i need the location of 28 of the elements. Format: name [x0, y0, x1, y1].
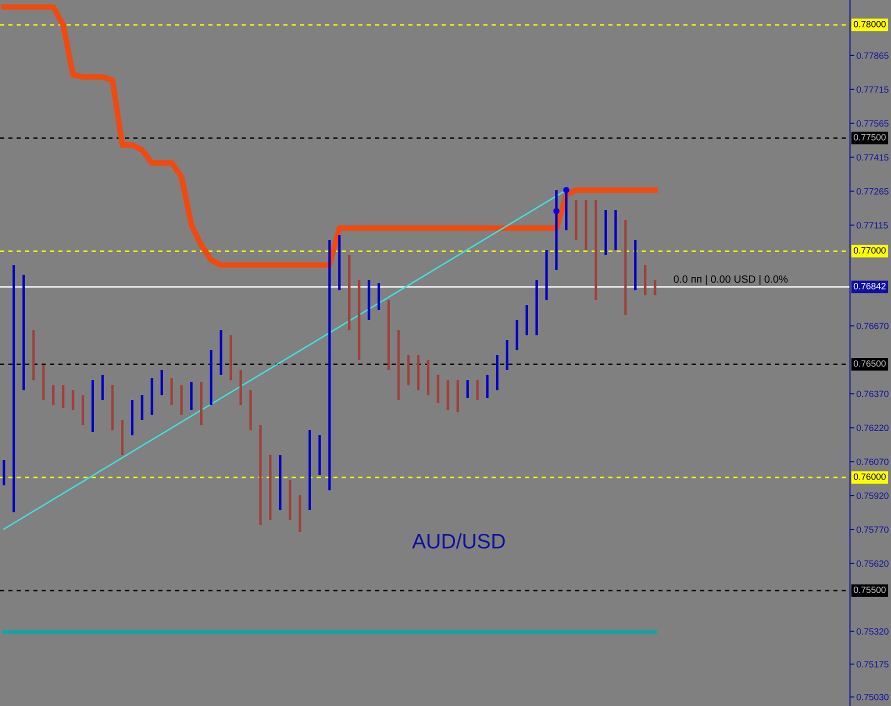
y-tick-label: 0.77115 — [856, 222, 888, 229]
y-tick-label: 0.77415 — [856, 154, 889, 161]
y-tick-label: 0.77265 — [856, 188, 889, 195]
y-tick-label: 0.75030 — [856, 694, 889, 700]
annotation: AUD/USD — [412, 533, 505, 549]
y-tick-label: 0.75920 — [856, 492, 889, 499]
y-tick-label: 0.76670 — [856, 322, 889, 330]
ref-line-label: 0.75500 — [854, 586, 886, 594]
y-tick-label: 0.75175 — [856, 661, 889, 668]
y-tick-label: 0.76070 — [856, 458, 889, 465]
text: 0.0 пп | 0.00 USD | 0.0% — [674, 275, 788, 285]
candlestick — [654, 279, 656, 296]
ref-line-label: 0.76500 — [854, 360, 886, 367]
ref-line-label: 0.76842 — [854, 282, 886, 290]
ref-line-label: 0.78000 — [854, 20, 886, 28]
y-tick-label: 0.76220 — [856, 424, 889, 432]
y-tick-label: 0.77565 — [856, 120, 889, 127]
candlestick — [466, 379, 469, 399]
y-tick-label: 0.75320 — [856, 628, 889, 635]
y-tick-label: 0.75620 — [856, 560, 889, 567]
y-tick-label: 0.76370 — [856, 390, 889, 398]
ref-line-label: 0.77500 — [854, 134, 886, 140]
ref-line-label: 0.77000 — [854, 247, 886, 254]
y-tick-label: 0.75770 — [856, 526, 889, 533]
y-tick-label: 0.77715 — [856, 86, 889, 93]
candlestick — [476, 379, 479, 401]
ref-line-label: 0.76000 — [854, 473, 886, 480]
y-tick-label: 0.77865 — [856, 52, 889, 59]
